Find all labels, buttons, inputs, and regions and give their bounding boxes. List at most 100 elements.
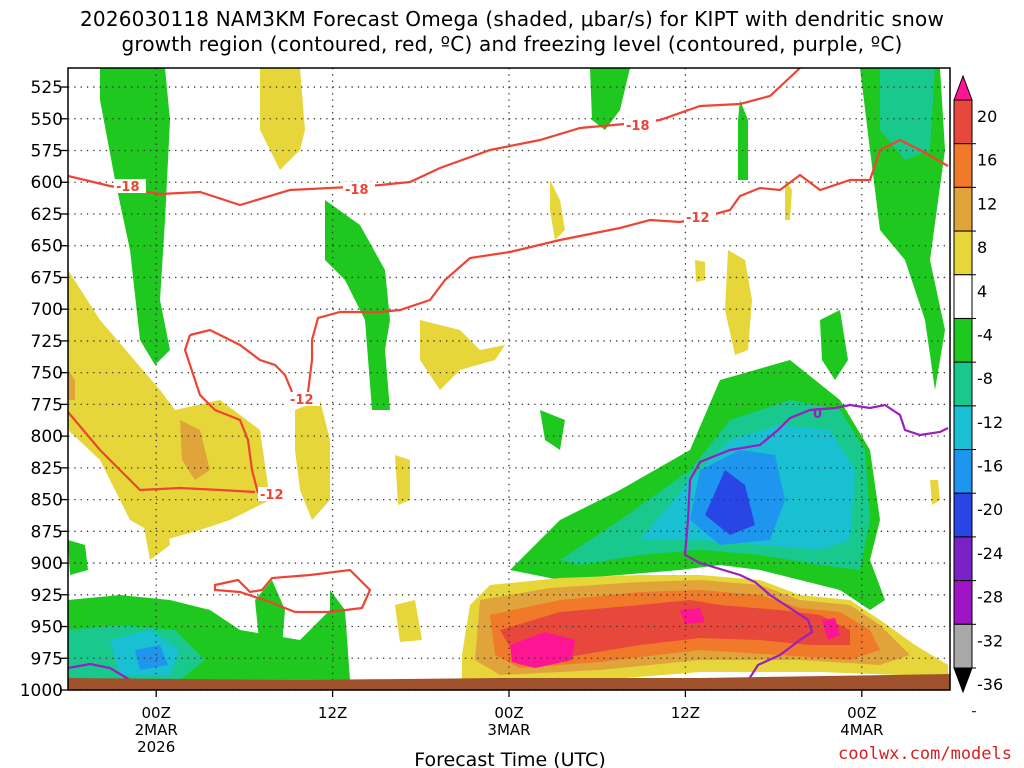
ground-terrain <box>68 674 950 690</box>
omega-area-red <box>500 600 850 665</box>
omega-area-green-4 <box>738 100 748 180</box>
omega-area-yellow-10 <box>785 180 792 220</box>
omega-area-yellow-7 <box>725 250 752 355</box>
colorbar-segment <box>953 580 973 625</box>
x-tick-label: 12Z <box>671 704 700 722</box>
y-tick-label: 650 <box>31 237 63 257</box>
y-tick-label: 975 <box>31 649 63 669</box>
omega-area-yellow-13 <box>695 260 705 282</box>
colorbar-label: -12 <box>977 413 1003 432</box>
grid <box>68 68 950 691</box>
omega-area-green-11 <box>820 310 848 380</box>
omega-area-green-1 <box>100 68 170 365</box>
x-tick-label: 4MAR <box>840 721 883 739</box>
colorbar-bottom-triangle <box>953 667 973 694</box>
y-tick-label: 875 <box>31 522 63 542</box>
dgz-label-5: -12 <box>290 393 314 408</box>
colorbar-segment <box>953 623 973 669</box>
omega-area-green-9 <box>255 580 285 670</box>
omega-area-magenta-1 <box>510 632 575 668</box>
colorbar-label: -16 <box>977 457 1003 476</box>
colorbar-segment <box>953 274 973 319</box>
chart-title-line-2: growth region (contoured, red, ºC) and f… <box>121 32 903 56</box>
y-tick-label: 775 <box>31 395 63 415</box>
dgz-contour-minus12-b <box>183 328 294 494</box>
omega-area-blue-2 <box>135 645 168 670</box>
y-tick-label: 725 <box>31 332 63 352</box>
colorbar-label: 16 <box>977 151 997 170</box>
omega-area-yellow-12 <box>930 480 940 505</box>
colorbar-label: -24 <box>977 544 1003 563</box>
colorbar-segment <box>953 492 973 538</box>
dgz-label-6: -12 <box>260 488 284 503</box>
freezing-label-1: 0 <box>813 407 822 422</box>
colorbar-segment <box>953 536 973 582</box>
x-tick-label: 00Z <box>142 704 171 722</box>
colorbar-label: 20 <box>977 107 997 126</box>
y-tick-label: 575 <box>31 142 63 162</box>
colorbar-label: -36 <box>977 675 1003 694</box>
x-tick-label: 12Z <box>318 704 347 722</box>
y-tick-label: 600 <box>31 173 63 193</box>
y-tick-label: 675 <box>31 268 63 288</box>
y-tick-label: 950 <box>31 618 63 638</box>
omega-area-yellow-6 <box>395 455 410 505</box>
colorbar-label: 12 <box>977 194 997 213</box>
colorbar-segment <box>953 186 973 232</box>
colorbar-label: -28 <box>977 588 1003 607</box>
y-tick-label: 925 <box>31 586 63 606</box>
colorbar-label: -4 <box>977 325 993 344</box>
omega-area-magenta-2 <box>680 608 705 624</box>
omega-area-green-2 <box>325 200 390 410</box>
omega-area-green-10 <box>68 540 88 575</box>
y-tick-label: 625 <box>31 205 63 225</box>
y-tick-label: 550 <box>31 110 63 130</box>
dgz-label-1: -18 <box>116 180 140 195</box>
dgz-label-4: -12 <box>686 211 710 226</box>
colorbar-segment <box>953 361 973 407</box>
colorbar: 20 16 12 8 4 -4 -8 -12 -16 -20 -24 -28 -32 -36 <box>953 74 1003 713</box>
colorbar-label: 4 <box>977 282 987 301</box>
freezing-contours <box>68 403 949 690</box>
omega-area-gold-2 <box>180 420 210 480</box>
dgz-contour-minus12-c <box>213 568 372 614</box>
omega-area-gold-3 <box>68 370 75 400</box>
x-tick-label: 00Z <box>494 704 523 722</box>
y-tick-label: 700 <box>31 300 63 320</box>
y-tick-label: 900 <box>31 554 63 574</box>
y-tick-label: 525 <box>31 78 63 98</box>
dgz-contour-minus18 <box>68 68 949 393</box>
site-credit: coolwx.com/models <box>838 744 1012 764</box>
x-tick-label: 2MAR <box>135 721 178 739</box>
dgz-label-3: -18 <box>626 119 650 134</box>
omega-area-green-3 <box>590 68 630 130</box>
y-tick-label: 800 <box>31 427 63 447</box>
colorbar-label: -20 <box>977 500 1003 519</box>
x-tick-label: 2026 <box>137 738 175 756</box>
y-tick-label: 825 <box>31 459 63 479</box>
freezing-contour-0 <box>68 403 949 690</box>
colorbar-label: 8 <box>977 238 987 257</box>
omega-area-yellow-4 <box>420 320 505 390</box>
omega-area-yellow-11 <box>140 500 170 560</box>
colorbar-segment <box>953 405 973 451</box>
chart-title-line-1: 2026030118 NAM3KM Forecast Omega (shaded… <box>79 7 945 31</box>
y-tick-label: 850 <box>31 491 63 511</box>
freezing-contour-labels: 0 <box>813 407 822 422</box>
omega-area-magenta-3 <box>822 618 840 640</box>
colorbar-segment <box>953 449 973 494</box>
omega-area-teal-3 <box>880 68 935 160</box>
dgz-contour-minus12-a <box>68 411 256 494</box>
omega-area-yellow-5 <box>550 180 565 240</box>
omega-area-yellow-3 <box>295 400 330 520</box>
colorbar-top-triangle <box>953 74 973 101</box>
y-axis: 525 550 575 600 625 650 675 700 725 750 775 800 825 8… <box>20 78 68 701</box>
x-axis-label: Forecast Time (UTC) <box>414 749 605 768</box>
omega-area-green-6 <box>540 410 565 450</box>
x-tick-label: 00Z <box>847 704 876 722</box>
omega-area-darkblue <box>705 470 755 535</box>
dgz-contours <box>68 68 949 614</box>
colorbar-segment <box>953 143 973 188</box>
